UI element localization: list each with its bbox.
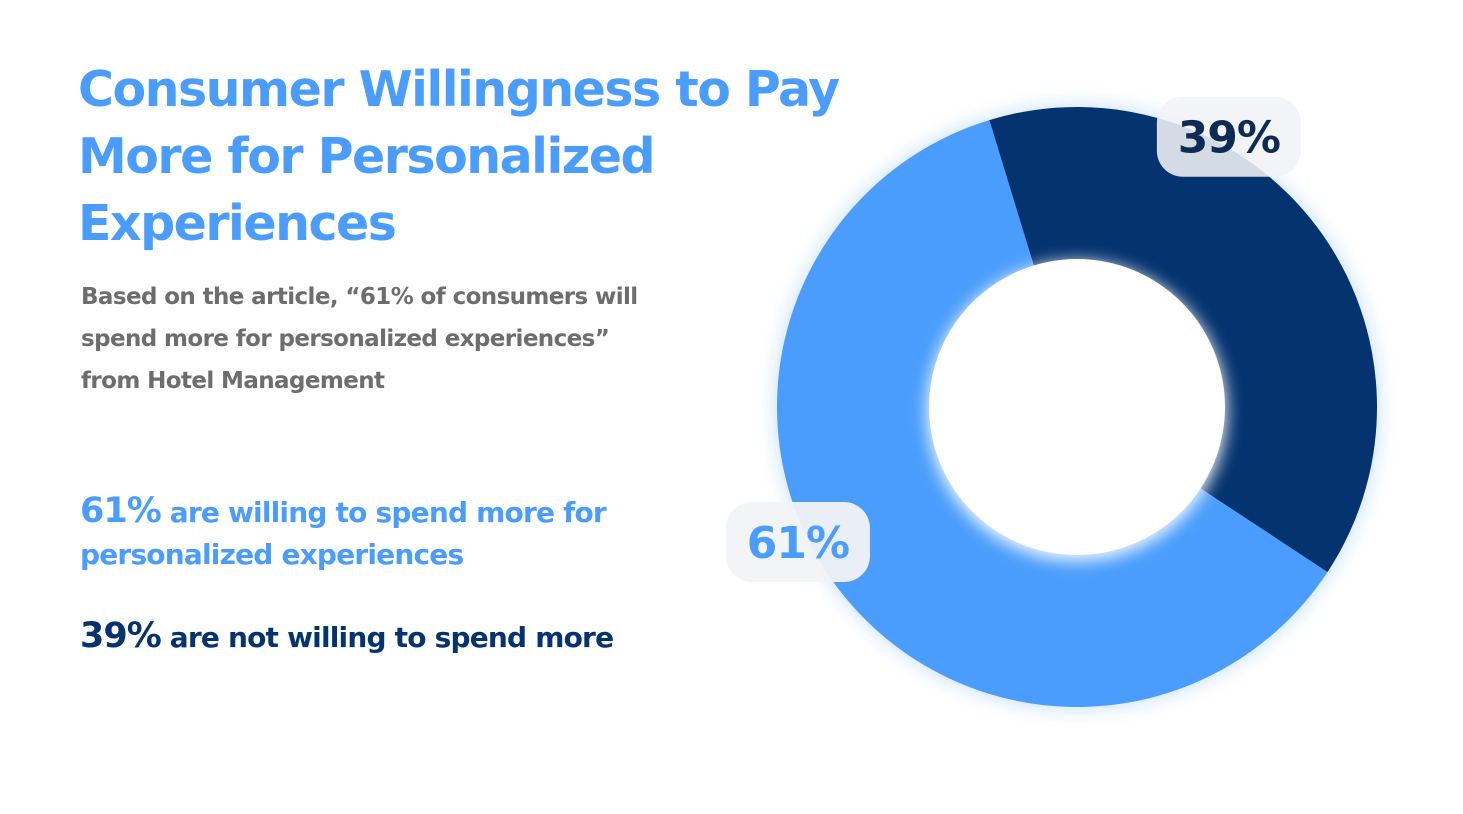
label-not-willing: 39% (1178, 113, 1280, 164)
legend-willing-text: are willing to spend more for personaliz… (80, 496, 607, 571)
legend-willing-value: 61% (80, 491, 162, 531)
legend-not-willing-value: 39% (80, 616, 162, 656)
label-not-willing-background (1156, 96, 1301, 177)
label-willing-pill: 61% (725, 502, 870, 583)
page-title: Consumer Willingness to Pay More for Per… (78, 61, 840, 252)
label-willing-background (725, 502, 870, 583)
donut-hole (929, 259, 1225, 555)
label-willing: 61% (747, 518, 849, 569)
label-not-willing-pill: 39% (1156, 96, 1301, 177)
legend-not-willing-text: are not willing to spend more (160, 621, 614, 654)
legend-willing: 61% are willing to spend more for person… (80, 490, 700, 576)
source-subtitle: Based on the article, “61% of consumers … (81, 284, 638, 394)
legend-not-willing: 39% are not willing to spend more (80, 615, 730, 659)
